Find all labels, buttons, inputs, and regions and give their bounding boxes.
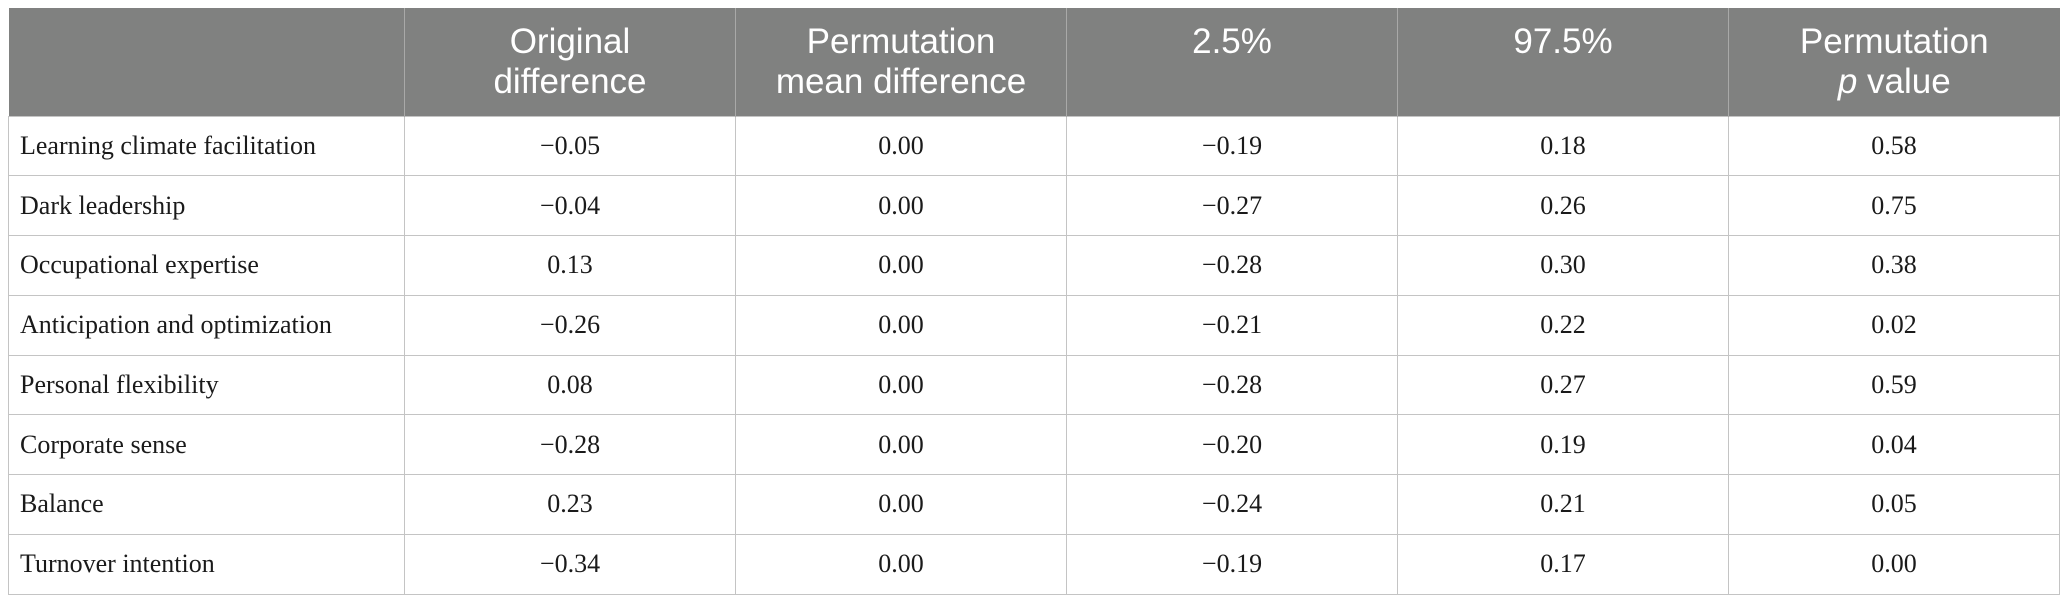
row-label: Personal flexibility	[8, 354, 405, 416]
header-text-line: Permutation	[1799, 21, 1989, 61]
table-row: Learning climate facilitation −0.05 0.00…	[8, 115, 2060, 177]
header-text-line: difference	[493, 61, 647, 101]
header-text-line: p value	[1739, 62, 2050, 102]
cell-permutation-mean-difference: 0.00	[735, 474, 1067, 535]
results-table-container: Original difference Permutation mean dif…	[8, 8, 2060, 595]
permutation-test-table: Original difference Permutation mean dif…	[8, 8, 2060, 595]
cell-p-value: 0.75	[1728, 175, 2060, 236]
cell-p-value: 0.04	[1728, 414, 2060, 475]
cell-2-5-percent: −0.19	[1066, 115, 1398, 177]
cell-permutation-mean-difference: 0.00	[735, 175, 1067, 236]
cell-original-difference: −0.04	[404, 175, 736, 236]
table-row: Occupational expertise 0.13 0.00 −0.28 0…	[8, 235, 2060, 296]
header-text-line	[1077, 62, 1387, 102]
cell-original-difference: 0.13	[404, 235, 736, 296]
table-row: Turnover intention −0.34 0.00 −0.19 0.17…	[8, 533, 2060, 595]
cell-2-5-percent: −0.28	[1066, 235, 1398, 296]
header-row-label	[8, 8, 405, 116]
header-text-line	[1408, 62, 1718, 102]
row-label: Learning climate facilitation	[8, 115, 405, 177]
cell-original-difference: 0.23	[404, 474, 736, 535]
cell-97-5-percent: 0.26	[1397, 175, 1729, 236]
cell-2-5-percent: −0.21	[1066, 294, 1398, 356]
table-row: Corporate sense −0.28 0.00 −0.20 0.19 0.…	[8, 414, 2060, 475]
row-label: Dark leadership	[8, 175, 405, 236]
header-p-symbol: p	[1837, 61, 1858, 101]
row-label: Occupational expertise	[8, 235, 405, 296]
cell-2-5-percent: −0.28	[1066, 354, 1398, 416]
cell-97-5-percent: 0.19	[1397, 414, 1729, 475]
cell-permutation-mean-difference: 0.00	[735, 533, 1067, 595]
header-text-line: mean difference	[775, 61, 1027, 101]
header-permutation-mean-difference: Permutation mean difference	[735, 8, 1067, 116]
cell-original-difference: −0.05	[404, 115, 736, 177]
cell-97-5-percent: 0.18	[1397, 115, 1729, 177]
table-row: Anticipation and optimization −0.26 0.00…	[8, 294, 2060, 356]
table-row: Dark leadership −0.04 0.00 −0.27 0.26 0.…	[8, 175, 2060, 236]
cell-permutation-mean-difference: 0.00	[735, 414, 1067, 475]
cell-2-5-percent: −0.20	[1066, 414, 1398, 475]
cell-p-value: 0.02	[1728, 294, 2060, 356]
table-row: Personal flexibility 0.08 0.00 −0.28 0.2…	[8, 354, 2060, 416]
cell-2-5-percent: −0.24	[1066, 474, 1398, 535]
cell-97-5-percent: 0.30	[1397, 235, 1729, 296]
header-row: Original difference Permutation mean dif…	[8, 8, 2060, 116]
row-label: Anticipation and optimization	[8, 294, 405, 356]
cell-original-difference: −0.28	[404, 414, 736, 475]
cell-p-value: 0.05	[1728, 474, 2060, 535]
cell-p-value: 0.58	[1728, 115, 2060, 177]
header-text-line: 2.5%	[1192, 21, 1272, 61]
table-row: Balance 0.23 0.00 −0.24 0.21 0.05	[8, 474, 2060, 535]
cell-p-value: 0.38	[1728, 235, 2060, 296]
cell-permutation-mean-difference: 0.00	[735, 294, 1067, 356]
cell-permutation-mean-difference: 0.00	[735, 235, 1067, 296]
header-97-5-percent: 97.5%	[1397, 8, 1729, 116]
header-text-line: 97.5%	[1513, 21, 1613, 61]
cell-p-value: 0.00	[1728, 533, 2060, 595]
cell-97-5-percent: 0.27	[1397, 354, 1729, 416]
cell-original-difference: 0.08	[404, 354, 736, 416]
cell-97-5-percent: 0.21	[1397, 474, 1729, 535]
row-label: Corporate sense	[8, 414, 405, 475]
row-label: Balance	[8, 474, 405, 535]
cell-permutation-mean-difference: 0.00	[735, 354, 1067, 416]
header-permutation-p-value: Permutation p value	[1728, 8, 2060, 116]
table-body: Learning climate facilitation −0.05 0.00…	[8, 115, 2060, 595]
cell-2-5-percent: −0.19	[1066, 533, 1398, 595]
header-text-line: Original	[509, 21, 631, 61]
header-value-text: value	[1857, 61, 1951, 101]
header-original-difference: Original difference	[404, 8, 736, 116]
cell-97-5-percent: 0.22	[1397, 294, 1729, 356]
cell-p-value: 0.59	[1728, 354, 2060, 416]
cell-permutation-mean-difference: 0.00	[735, 115, 1067, 177]
cell-original-difference: −0.26	[404, 294, 736, 356]
table-header: Original difference Permutation mean dif…	[8, 8, 2060, 116]
cell-2-5-percent: −0.27	[1066, 175, 1398, 236]
header-text-line: Permutation	[806, 21, 996, 61]
cell-original-difference: −0.34	[404, 533, 736, 595]
header-2-5-percent: 2.5%	[1066, 8, 1398, 116]
row-label: Turnover intention	[8, 533, 405, 595]
cell-97-5-percent: 0.17	[1397, 533, 1729, 595]
